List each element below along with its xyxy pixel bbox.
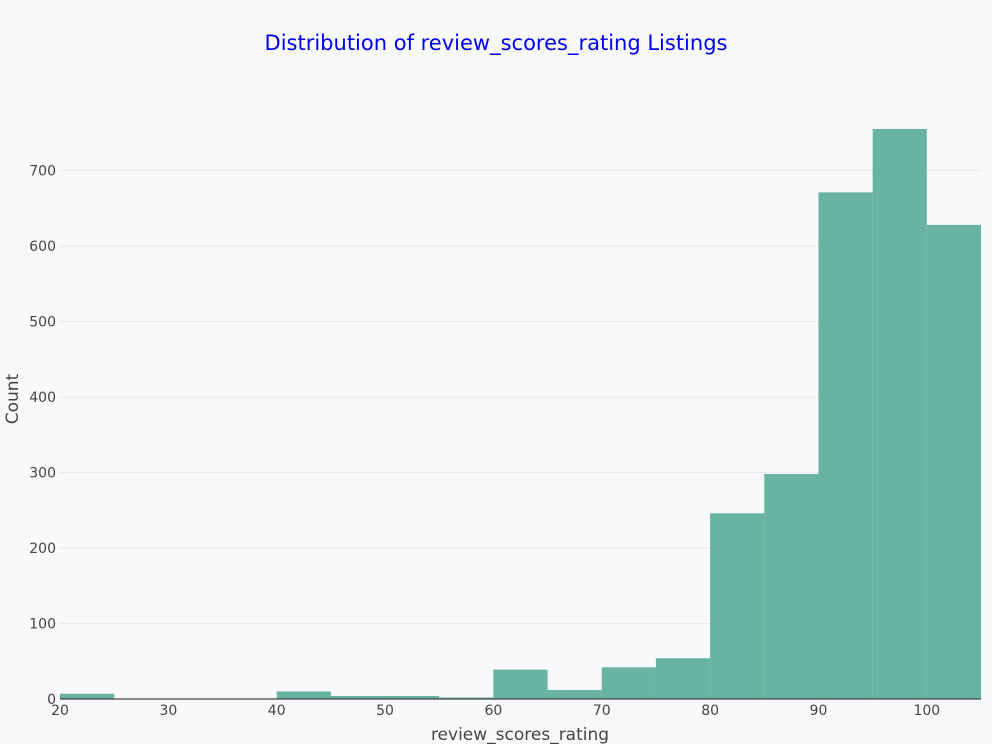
- x-tick-label-90: 90: [810, 703, 828, 719]
- bar-40-45: [276, 691, 331, 699]
- bar-60-65: [493, 669, 548, 699]
- x-tick-label-30: 30: [159, 703, 177, 719]
- x-tick-label-20: 20: [51, 703, 69, 719]
- x-tick-label-40: 40: [268, 703, 286, 719]
- gridlines: [60, 170, 981, 624]
- y-tick-label-600: 600: [29, 239, 56, 255]
- x-tick-label-50: 50: [376, 703, 394, 719]
- bar-90-95: [818, 192, 873, 699]
- y-axis-title: Count: [3, 373, 23, 424]
- y-tick-label-400: 400: [29, 390, 56, 406]
- y-tick-label-100: 100: [29, 617, 56, 633]
- chart-title: Distribution of review_scores_rating Lis…: [265, 31, 728, 56]
- bar-70-75: [601, 667, 656, 699]
- y-tick-label-300: 300: [29, 466, 56, 482]
- bar-20-25: [60, 693, 115, 699]
- y-tick-label-500: 500: [29, 315, 56, 331]
- y-tick-label-0: 0: [47, 692, 56, 708]
- bar-50-55: [385, 695, 440, 699]
- x-tick-label-100: 100: [913, 703, 940, 719]
- x-axis-title: review_scores_rating: [431, 725, 609, 744]
- x-tick-label-80: 80: [701, 703, 719, 719]
- bar-45-50: [330, 695, 386, 699]
- histogram-bars: [60, 128, 981, 700]
- y-tick-label-200: 200: [29, 541, 56, 557]
- x-tick-label-60: 60: [484, 703, 502, 719]
- y-axis-ticks: 0 100 200 300 400 500 600 700: [29, 164, 56, 709]
- x-tick-label-70: 70: [593, 703, 611, 719]
- bar-85-90: [764, 474, 819, 699]
- bar-75-80: [655, 658, 711, 699]
- y-tick-label-700: 700: [29, 164, 56, 180]
- bar-55-60: [439, 697, 494, 699]
- bar-65-70: [547, 689, 602, 699]
- bar-100-105: [926, 224, 981, 700]
- bar-95-100: [872, 128, 927, 700]
- bar-80-85: [710, 513, 765, 699]
- x-axis-ticks: 20 30 40 50 60 70 80 90 100: [51, 703, 940, 719]
